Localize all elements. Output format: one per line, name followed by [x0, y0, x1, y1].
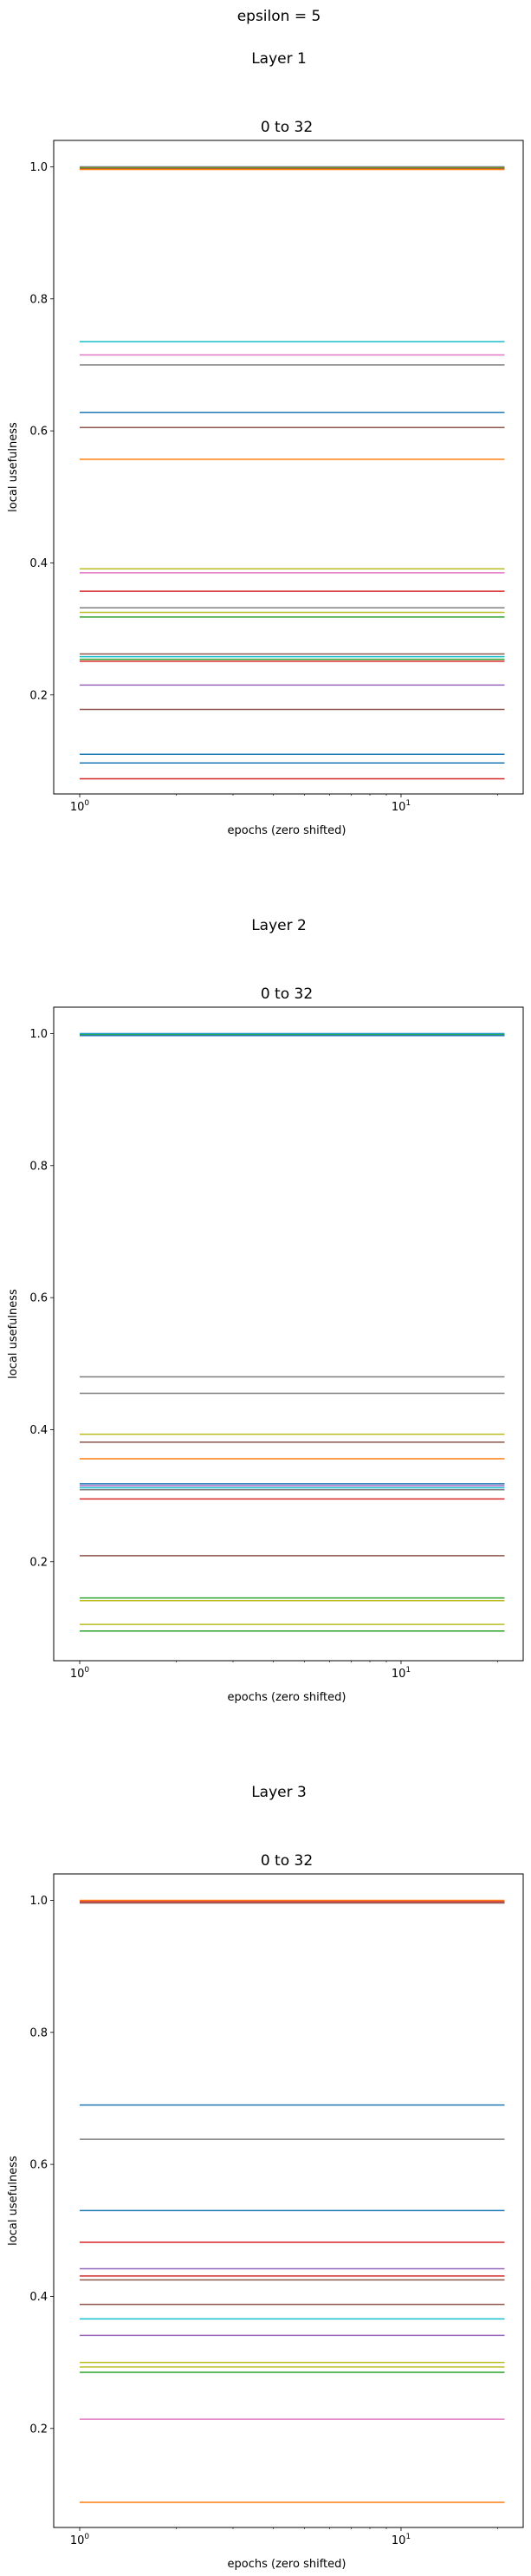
x-tick-label: 101 [392, 799, 411, 814]
y-tick-label: 0.2 [29, 1556, 48, 1569]
axes-title-1: 0 to 32 [261, 119, 313, 136]
x-tick-base: 10 [70, 1668, 85, 1681]
y-axis-label-3: local usefulness [7, 2156, 20, 2246]
chart-panel-1: Layer 1 0 to 32 100 101 0.20.40.60.81.0 e… [7, 50, 524, 837]
layer-title-1: Layer 1 [251, 50, 307, 68]
x-tick-label: 101 [392, 1666, 411, 1681]
chart-panel-2: Layer 2 0 to 32 100 101 0.20.40.60.81.0 e… [7, 917, 524, 1704]
layer-title-3: Layer 3 [251, 1784, 307, 1801]
x-tick-exponent: 1 [405, 2533, 411, 2541]
x-tick-label: 100 [70, 2533, 90, 2547]
series-group-3 [80, 1899, 505, 2503]
x-tick-base: 10 [392, 801, 406, 814]
y-axis-label-1: local usefulness [7, 422, 20, 512]
x-axis-label-3: epochs (zero shifted) [228, 2558, 346, 2571]
x-axis-label-2: epochs (zero shifted) [228, 1691, 346, 1704]
y-tick-label: 0.4 [29, 1424, 48, 1437]
layer-title-2: Layer 2 [251, 917, 307, 934]
x-tick-label: 101 [392, 2533, 411, 2547]
y-tick-label: 0.4 [29, 557, 48, 570]
y-ticks-1: 0.2 0.4 0.6 0.8 1.0 [29, 161, 54, 702]
y-tick-label: 0.6 [29, 1292, 48, 1305]
plot-frame-1 [53, 140, 524, 795]
x-tick-base: 10 [70, 801, 85, 814]
x-tick-label: 100 [70, 799, 90, 814]
y-tick-label: 1.0 [29, 161, 48, 174]
x-tick-exponent: 1 [405, 799, 411, 808]
chart-panel-3: Layer 3 0 to 32 100 101 0.20.40.60.81.0 e… [7, 1784, 524, 2571]
y-tick-label: 0.6 [29, 2159, 48, 2172]
y-tick-label: 0.8 [29, 293, 48, 306]
x-tick-exponent: 0 [84, 2533, 89, 2541]
x-tick-base: 10 [392, 2534, 406, 2547]
x-tick-base: 10 [392, 1668, 406, 1681]
y-tick-label: 1.0 [29, 1028, 48, 1041]
x-tick-base: 10 [70, 2534, 85, 2547]
series-group-2 [80, 1032, 505, 1632]
x-tick-exponent: 0 [84, 1666, 89, 1675]
x-tick-label: 100 [70, 1666, 90, 1681]
y-tick-label: 0.8 [29, 2026, 48, 2039]
y-tick-label: 0.4 [29, 2291, 48, 2304]
y-tick-label: 0.8 [29, 1160, 48, 1173]
x-ticks-1: 100 101 [70, 794, 498, 814]
plot-frame-2 [53, 1006, 524, 1662]
y-ticks-3: 0.2 0.4 0.6 0.8 1.0 [29, 1895, 54, 2436]
figure-title: epsilon = 5 [237, 8, 321, 25]
x-tick-exponent: 1 [405, 1666, 411, 1675]
y-axis-label-2: local usefulness [7, 1289, 20, 1379]
x-tick-exponent: 0 [84, 799, 89, 808]
y-tick-label: 0.2 [29, 689, 48, 702]
x-axis-label-1: epochs (zero shifted) [228, 824, 346, 837]
y-ticks-2: 0.2 0.4 0.6 0.8 1.0 [29, 1028, 54, 1569]
axes-title-3: 0 to 32 [261, 1852, 313, 1870]
x-ticks-2: 100 101 [70, 1661, 498, 1681]
plot-frame-3 [53, 1873, 524, 2528]
y-tick-label: 1.0 [29, 1895, 48, 1908]
axes-title-2: 0 to 32 [261, 986, 313, 1003]
y-tick-label: 0.6 [29, 426, 48, 439]
series-group-1 [80, 166, 505, 780]
x-ticks-3: 100 101 [70, 2527, 498, 2547]
y-tick-label: 0.2 [29, 2423, 48, 2436]
